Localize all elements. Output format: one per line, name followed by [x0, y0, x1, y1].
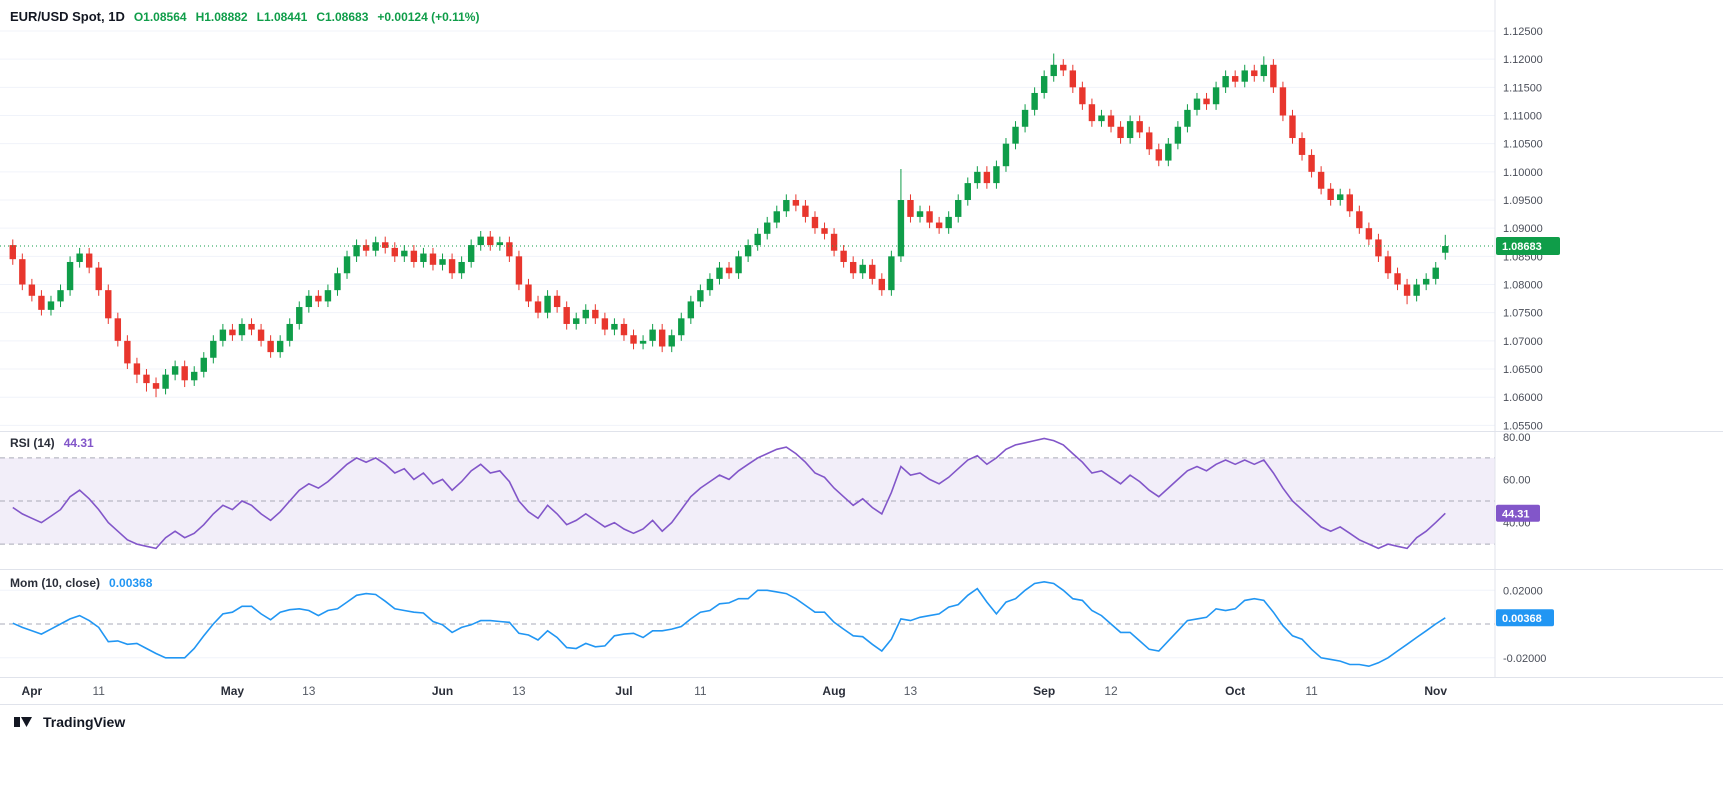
tradingview-logo-icon — [14, 717, 32, 727]
time-tick: Sep — [1033, 684, 1056, 698]
svg-text:1.07500: 1.07500 — [1503, 308, 1543, 320]
time-tick: 13 — [302, 684, 316, 698]
time-tick: 11 — [92, 684, 105, 698]
tradingview-brand-text: TradingView — [43, 714, 126, 730]
svg-text:1.06500: 1.06500 — [1503, 364, 1543, 376]
rsi-panel[interactable]: 80.00 60.00 40.00 44.31 RSI (14) 44.31 — [0, 431, 1723, 570]
svg-text:1.11500: 1.11500 — [1503, 82, 1542, 94]
svg-text:1.05500: 1.05500 — [1503, 420, 1543, 431]
svg-text:1.07000: 1.07000 — [1503, 336, 1543, 348]
rsi-label[interactable]: RSI (14) — [10, 436, 55, 450]
time-tick: May — [220, 684, 245, 698]
svg-text:1.09000: 1.09000 — [1503, 223, 1543, 235]
svg-text:1.10000: 1.10000 — [1503, 167, 1543, 179]
svg-text:80.00: 80.00 — [1503, 432, 1531, 444]
time-tick: 13 — [903, 684, 918, 698]
time-tick: 13 — [512, 684, 526, 698]
svg-text:-0.02000: -0.02000 — [1503, 653, 1546, 665]
time-tick: Apr — [21, 684, 43, 698]
time-axis[interactable]: Apr 11 May 13 Jun 13 Jul 11 Aug 13 Sep 12 Oct 11 Nov — [0, 677, 1723, 704]
svg-text:0.00368: 0.00368 — [1502, 613, 1542, 625]
svg-text:1.12500: 1.12500 — [1503, 26, 1543, 38]
svg-text:1.11000: 1.11000 — [1503, 110, 1542, 122]
time-tick: Oct — [1225, 684, 1246, 698]
momentum-panel[interactable]: 0.02000 -0.02000 0.00368 Mom (10, close) 0… — [0, 569, 1723, 678]
time-tick: 12 — [1104, 684, 1118, 698]
tradingview-link[interactable]: TradingView — [14, 714, 125, 730]
svg-text:1.08000: 1.08000 — [1503, 280, 1543, 292]
symbol-title[interactable]: EUR/USD Spot, 1D — [10, 9, 125, 24]
momentum-chart-canvas[interactable]: 0.02000 -0.02000 0.00368 — [0, 570, 1723, 678]
price-chart-canvas[interactable]: 1.12500 1.12000 1.11500 1.11000 1.10500 1.100… — [0, 0, 1723, 431]
time-tick: Jul — [615, 684, 633, 698]
momentum-label[interactable]: Mom (10, close) — [10, 576, 101, 590]
svg-text:1.08683: 1.08683 — [1502, 241, 1542, 253]
svg-text:0.02000: 0.02000 — [1503, 585, 1543, 597]
svg-text:1.10500: 1.10500 — [1503, 139, 1543, 151]
svg-text:44.31: 44.31 — [1502, 508, 1530, 520]
svg-text:1.12000: 1.12000 — [1503, 54, 1543, 66]
svg-text:60.00: 60.00 — [1503, 474, 1531, 486]
time-tick: Jun — [431, 684, 454, 698]
time-tick: 11 — [1305, 684, 1318, 698]
time-tick: 11 — [694, 684, 707, 698]
svg-text:1.06000: 1.06000 — [1503, 392, 1543, 404]
svg-text:1.09500: 1.09500 — [1503, 195, 1543, 207]
time-tick: Nov — [1424, 684, 1448, 698]
price-panel[interactable]: 1.12500 1.12000 1.11500 1.11000 1.10500 1.100… — [0, 0, 1723, 431]
footer: TradingView — [0, 704, 1723, 803]
time-tick: Aug — [822, 684, 846, 698]
